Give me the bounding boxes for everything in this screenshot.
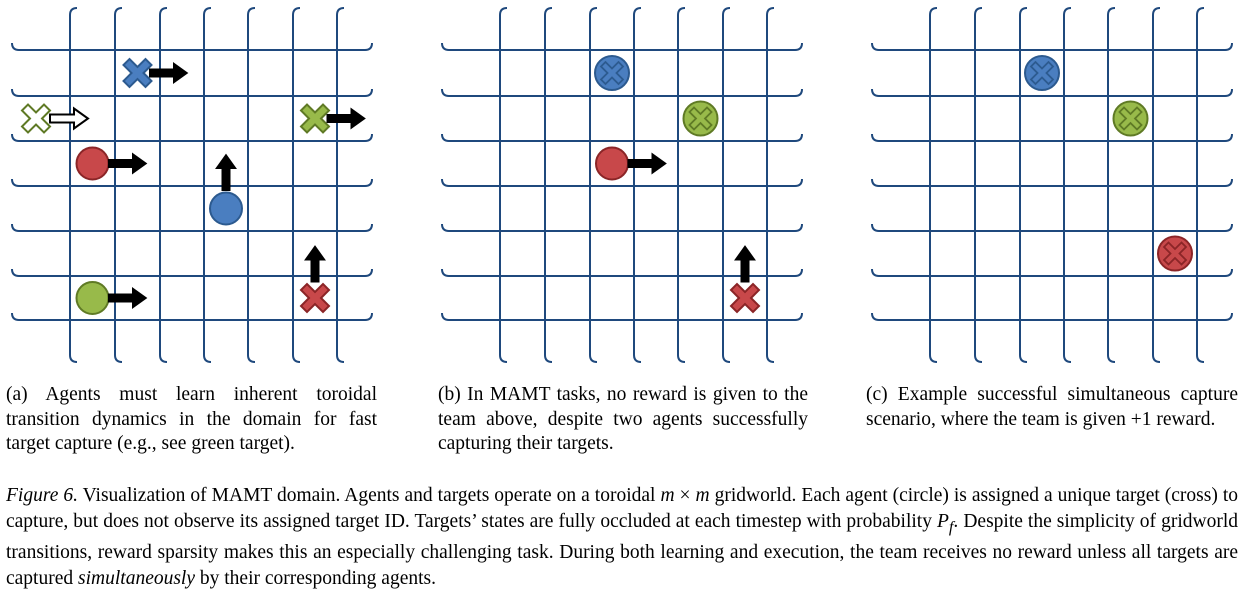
grid-row-line xyxy=(11,178,373,187)
grid-row-line xyxy=(441,223,803,232)
arrow-right xyxy=(149,62,189,84)
grid-col-line xyxy=(69,7,78,363)
grid-row-line xyxy=(441,133,803,142)
subcaption-a: (a) Agents must learn inherent toroidal … xyxy=(6,384,377,454)
grid-row-line xyxy=(441,268,803,277)
arrow-right xyxy=(108,287,148,309)
grid-row-line xyxy=(11,88,373,97)
arrow-right xyxy=(326,107,366,130)
grid-col-line xyxy=(159,7,168,363)
grid-col-line xyxy=(499,7,508,363)
green-agent-circle xyxy=(75,281,110,315)
grid-row-line xyxy=(441,42,803,51)
grid-col-line xyxy=(929,7,938,363)
math-times: × xyxy=(674,485,696,506)
grid-row-line xyxy=(871,312,1233,321)
grid-row-line xyxy=(871,133,1233,142)
grid-col-line xyxy=(677,7,686,363)
green-captured-cross xyxy=(1118,106,1143,131)
green-captured-cross xyxy=(688,106,713,131)
math-m-1: m xyxy=(660,485,675,506)
grid-row-line xyxy=(871,178,1233,187)
grid-col-line xyxy=(589,7,598,363)
math-p-sub: f xyxy=(948,517,954,536)
blue-captured-cross xyxy=(1029,60,1055,86)
red-captured-cross xyxy=(1162,241,1188,266)
red-target-cross xyxy=(729,282,761,314)
caption-text-4: by their corresponding agents. xyxy=(195,567,436,589)
grid-row-line xyxy=(441,312,803,321)
blue-captured-cross xyxy=(599,60,625,86)
math-p: P xyxy=(936,510,949,532)
panel-b xyxy=(441,7,803,363)
grid-row-line xyxy=(11,223,373,232)
grid-col-line xyxy=(203,7,212,363)
arrow-right xyxy=(108,152,148,175)
grid-row-line xyxy=(871,268,1233,277)
grid-col-line xyxy=(336,7,345,363)
figure-label: Figure 6. xyxy=(6,485,78,506)
subcaption-b: (b) In MAMT tasks, no reward is given to… xyxy=(438,384,808,454)
white-target-cross xyxy=(20,103,52,134)
arrow-up xyxy=(215,153,237,191)
caption-text-2: gridworld. Each agent (circle) is assign… xyxy=(6,485,1239,532)
figure-panels xyxy=(11,7,1233,363)
grid-col-line xyxy=(974,7,983,363)
grid-row-line xyxy=(11,312,373,321)
red-agent-circle xyxy=(595,146,629,181)
grid-col-line xyxy=(1196,7,1205,363)
arrow-up xyxy=(734,245,756,283)
grid-row-line xyxy=(441,88,803,97)
grid-row-line xyxy=(11,268,373,277)
green-target-cross xyxy=(299,103,331,134)
grid-row-line xyxy=(11,42,373,51)
math-m-2: m xyxy=(695,485,710,506)
caption-emphasis: simultaneously xyxy=(78,567,196,589)
grid-col-line xyxy=(292,7,301,363)
grid-col-line xyxy=(766,7,775,363)
red-target-cross xyxy=(299,282,331,314)
figure-caption: Figure 6. Visualization of MAMT domain. … xyxy=(6,483,1238,591)
panel-c xyxy=(871,7,1233,363)
grid-col-line xyxy=(544,7,553,363)
grid-col-line xyxy=(1019,7,1028,363)
grid-col-line xyxy=(1063,7,1072,363)
blue-agent-circle xyxy=(209,191,243,226)
grid-col-line xyxy=(1152,7,1161,363)
grid-col-line xyxy=(247,7,256,363)
grid-col-line xyxy=(722,7,731,363)
grid-row-line xyxy=(871,42,1233,51)
arrow-right xyxy=(627,152,667,175)
caption-text-3: . Despite the simplicity of gridworld tr… xyxy=(6,510,1238,589)
grid-col-line xyxy=(633,7,642,363)
arrow-up xyxy=(304,245,326,283)
subcaption-c: (c) Example successful simultaneous capt… xyxy=(866,384,1238,430)
hollow-arrow-right xyxy=(49,106,90,131)
grid-col-line xyxy=(1107,7,1116,363)
blue-target-cross xyxy=(122,57,153,89)
grid-row-line xyxy=(441,178,803,187)
grid-col-line xyxy=(114,7,123,363)
grid-row-line xyxy=(11,133,373,142)
grid-row-line xyxy=(871,88,1233,97)
panel-a xyxy=(11,7,373,363)
caption-text-1: Visualization of MAMT domain. Agents and… xyxy=(77,485,661,506)
grid-row-line xyxy=(871,223,1233,232)
red-agent-circle xyxy=(75,146,110,181)
